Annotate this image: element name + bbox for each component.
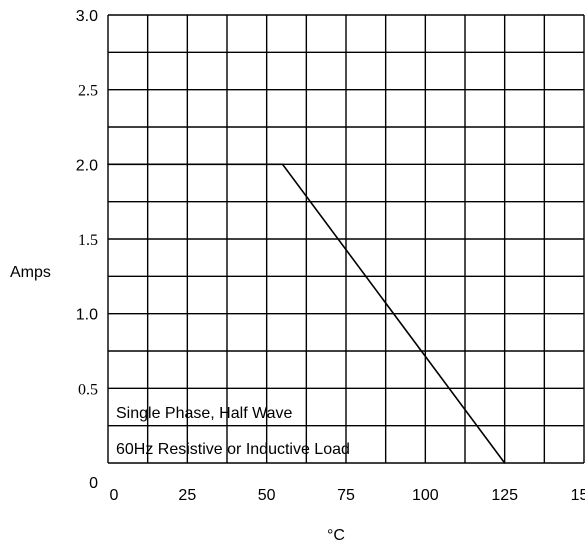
y-tick-label: 1.0 — [76, 307, 98, 324]
data-point — [107, 163, 109, 166]
y-axis-label: Amps — [10, 264, 51, 281]
y-tick-label: 3.0 — [76, 8, 98, 25]
x-tick-label: 75 — [337, 487, 355, 504]
annotation-line-1: Single Phase, Half Wave — [116, 405, 292, 422]
x-axis-label: °C — [327, 527, 345, 544]
x-tick-label: 50 — [258, 487, 276, 504]
x-tick-label: 100 — [412, 487, 439, 504]
data-point — [281, 163, 284, 166]
y-tick-label: 1.5 — [78, 232, 98, 249]
y-tick-label: 0.5 — [78, 381, 98, 398]
grid-lines — [107, 14, 585, 464]
y-tick-label: 2.0 — [76, 157, 98, 174]
series-group — [107, 163, 506, 464]
data-point — [503, 462, 506, 464]
x-tick-label: 150 — [571, 487, 585, 504]
x-tick-label: 125 — [491, 487, 518, 504]
annotation-line-2: 60Hz Resistive or Inductive Load — [116, 441, 350, 458]
y-tick-label: 2.5 — [78, 83, 98, 100]
x-tick-label: 25 — [178, 487, 196, 504]
y-tick-label: 0 — [89, 475, 98, 492]
y-tick-labels: 0 0.5 1.0 1.5 2.0 2.5 3.0 — [76, 8, 98, 492]
x-tick-label: 0 — [110, 487, 119, 504]
x-tick-labels: 0 25 50 75 100 125 150 — [110, 487, 585, 504]
